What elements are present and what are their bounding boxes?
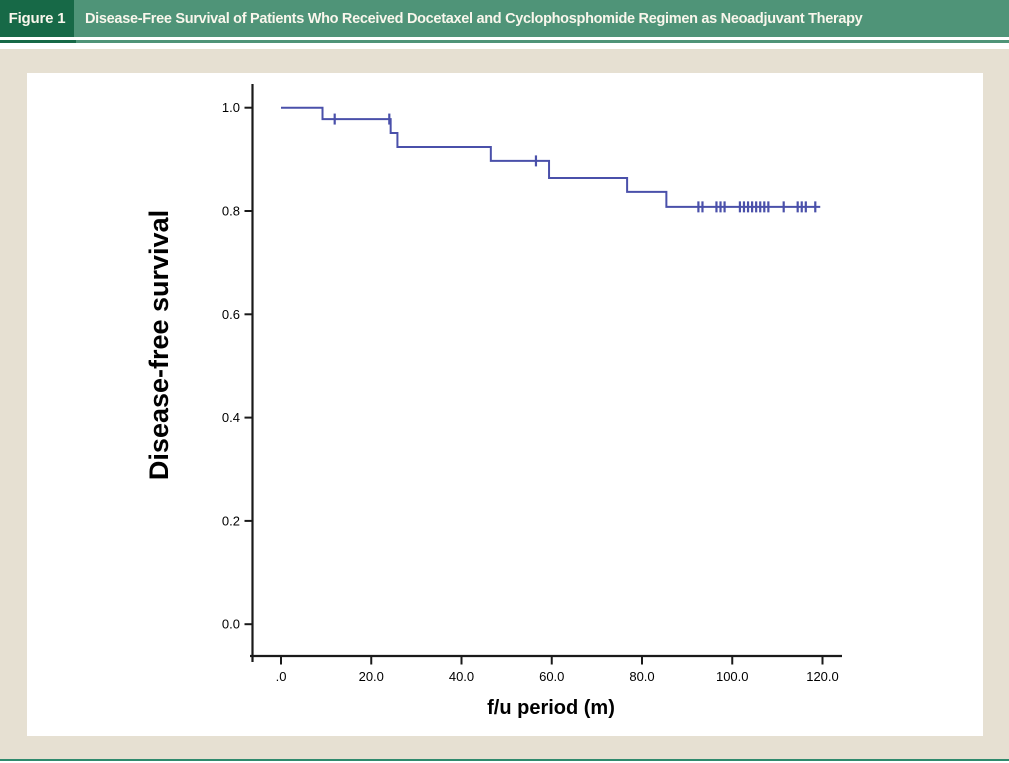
survival-curve [281,106,821,208]
header-rule-dark-segment [0,40,76,43]
x-tick-label: 100.0 [716,669,749,684]
survival-chart: 1.0 0.8 0.6 0.4 0.2 0.0 .0 20.0 40.0 60.0 80.0 100.… [144,84,842,719]
x-tick-label: 20.0 [359,669,384,684]
x-tick-label: .0 [276,669,287,684]
y-tick-label: 0.2 [222,513,240,528]
figure-number-badge: Figure 1 [0,0,74,37]
plot-panel: 1.0 0.8 0.6 0.4 0.2 0.0 .0 20.0 40.0 60.0 80.0 100.… [27,73,983,736]
y-tick-label: 1.0 [222,100,240,115]
y-tick-label: 0.4 [222,410,240,425]
axis-ticks [244,106,824,665]
figure-header: Figure 1 Disease-Free Survival of Patien… [0,0,1009,37]
y-axis-label: Disease-free survival [144,210,174,480]
x-tick-label: 40.0 [449,669,474,684]
y-tick-label: 0.0 [222,617,240,632]
x-tick-label: 120.0 [806,669,839,684]
y-tick-label: 0.6 [222,307,240,322]
axis-tick-labels: 1.0 0.8 0.6 0.4 0.2 0.0 .0 20.0 40.0 60.0 80.0 100.… [222,100,839,684]
header-rule [0,40,1009,43]
x-tick-label: 80.0 [629,669,654,684]
y-tick-label: 0.8 [222,204,240,219]
x-tick-label: 60.0 [539,669,564,684]
figure-card: 1.0 0.8 0.6 0.4 0.2 0.0 .0 20.0 40.0 60.0 80.0 100.… [0,49,1009,759]
header-rule-green-segment [76,40,1009,43]
censor-marks [333,113,817,213]
x-axis-label: f/u period (m) [487,697,615,719]
figure-title: Disease-Free Survival of Patients Who Re… [74,0,1009,37]
bottom-rule [0,759,1009,761]
axes [250,84,842,662]
